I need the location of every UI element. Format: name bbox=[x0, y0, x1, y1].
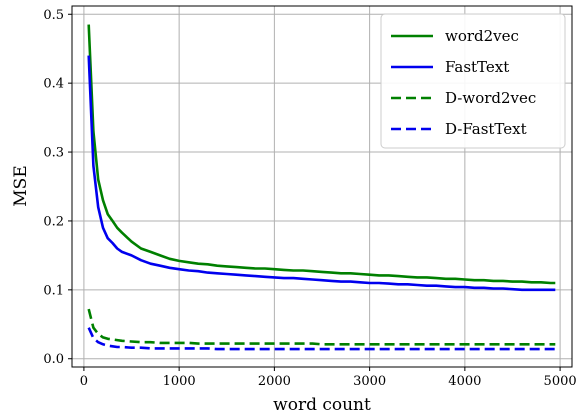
legend: word2vec FastText D-word2vec D-FastText bbox=[380, 13, 566, 149]
series-line-d-word2vec bbox=[87, 308, 556, 346]
legend-box bbox=[380, 13, 566, 149]
series-lines bbox=[87, 24, 556, 351]
y-tick-label: 0.4 bbox=[43, 77, 64, 92]
x-axis-title: word count bbox=[273, 395, 371, 414]
axis-ticks: 0 1000 2000 3000 4000 5000 0.0 0.1 0.2 0.3 0.4 0.5 bbox=[43, 8, 576, 389]
legend-label-d-fasttext: D-FastText bbox=[445, 120, 527, 138]
x-tick-label: 3000 bbox=[353, 374, 386, 389]
y-tick-label: 0.0 bbox=[43, 352, 64, 367]
legend-label-fasttext: FastText bbox=[445, 58, 509, 76]
x-tick-label: 2000 bbox=[258, 374, 291, 389]
x-tick-label: 1000 bbox=[163, 374, 196, 389]
y-tick-label: 0.1 bbox=[43, 283, 64, 298]
y-tick-label: 0.5 bbox=[43, 8, 64, 23]
x-tick-label: 5000 bbox=[544, 374, 577, 389]
x-tick-label: 4000 bbox=[448, 374, 481, 389]
series-line-fasttext bbox=[87, 55, 556, 292]
y-tick-label: 0.2 bbox=[43, 214, 64, 229]
legend-label-word2vec: word2vec bbox=[445, 27, 519, 45]
x-tick-label: 0 bbox=[80, 374, 88, 389]
series-line-d-fasttext bbox=[87, 327, 556, 351]
legend-label-d-word2vec: D-word2vec bbox=[445, 89, 536, 107]
y-axis-title: MSE bbox=[11, 165, 31, 206]
plot-frame bbox=[71, 5, 573, 368]
y-tick-label: 0.3 bbox=[43, 146, 64, 161]
series-line-word2vec bbox=[87, 24, 556, 285]
